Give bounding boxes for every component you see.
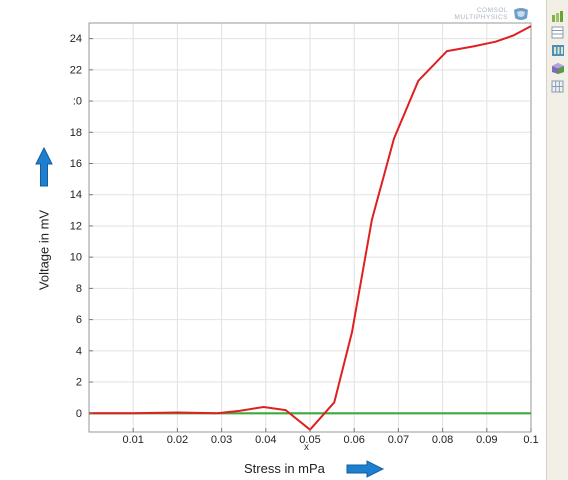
x-tick-label: 0.04 — [255, 434, 276, 446]
series-line — [89, 25, 532, 431]
x-tick-label: 0.03 — [211, 434, 232, 446]
grid-icon[interactable] — [551, 80, 565, 93]
y-tick-label: 24 — [70, 33, 82, 45]
y-tick-label: :0 — [73, 96, 82, 108]
y-tick-label: 10 — [70, 252, 82, 264]
logo-line-2: MULTIPHYSICS — [454, 14, 508, 21]
logo-text: COMSOL MULTIPHYSICS — [432, 7, 508, 21]
y-tick-label: 16 — [70, 158, 82, 170]
x-tick-label: 0.02 — [167, 434, 188, 446]
x-tick-label: 0.07 — [388, 434, 409, 446]
y-tick-label: 2 — [76, 377, 82, 389]
right-arrow-icon — [346, 460, 385, 478]
x-variable-label: x — [304, 442, 309, 453]
x-tick-label: 0.01 — [122, 434, 143, 446]
grid-lines — [89, 23, 531, 432]
series-layer — [89, 25, 532, 431]
plot-toolbar — [546, 0, 568, 480]
axis-arrows — [35, 146, 385, 478]
plot-icon[interactable] — [551, 10, 565, 23]
table-icon[interactable] — [551, 26, 565, 39]
x-tick-label: 0.08 — [432, 434, 453, 446]
y-axis-label: Voltage in mV — [36, 209, 52, 291]
image-icon[interactable] — [551, 44, 565, 57]
logo-line-1: COMSOL — [476, 7, 508, 14]
x-tick-label: 0.09 — [476, 434, 497, 446]
y-tick-label: 8 — [76, 283, 82, 295]
y-tick-label: 0 — [76, 408, 82, 420]
x-tick-label: 0.1 — [523, 434, 538, 446]
x-tick-label: 0.05 — [299, 434, 320, 446]
x-axis-label: Stress in mPa — [244, 461, 325, 476]
y-tick-label: 6 — [76, 314, 82, 326]
up-arrow-icon — [35, 146, 53, 187]
y-tick-label: 14 — [70, 189, 82, 201]
y-tick-label: 4 — [76, 345, 82, 357]
y-tick-label: 22 — [70, 64, 82, 76]
y-tick-label: 18 — [70, 127, 82, 139]
y-axis-label-container: Voltage in mV — [34, 210, 54, 290]
y-tick-label: 12 — [70, 220, 82, 232]
comsol-logo-icon — [514, 8, 528, 20]
cube-icon[interactable] — [551, 62, 565, 75]
comsol-logo: COMSOL MULTIPHYSICS — [432, 6, 536, 24]
x-tick-label: 0.06 — [343, 434, 364, 446]
x-tick-labels: 0.01 0.02 0.03 0.04 0.05 0.06 0.07 0.08 0.09 0.1 — [122, 428, 539, 446]
